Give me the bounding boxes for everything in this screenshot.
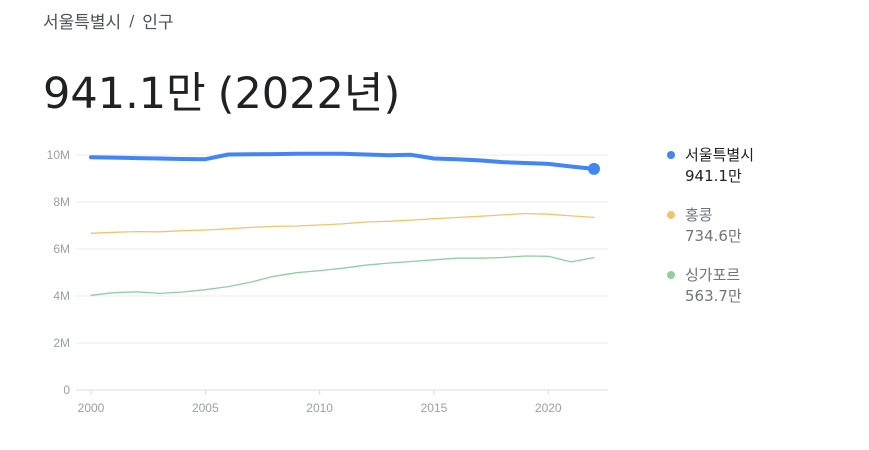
legend-item-hongkong[interactable]: 홍콩 734.6만 [667,205,857,247]
x-axis-ticks: 2000 2005 2010 2015 2020 [78,390,562,415]
x-tick-label: 2020 [535,401,562,415]
x-tick-label: 2000 [78,401,105,415]
x-tick-label: 2010 [306,401,333,415]
chart-series[interactable] [89,151,600,296]
breadcrumb-region-link[interactable]: 서울특별시 [43,13,122,33]
series-endpoint-seoul[interactable] [588,162,600,175]
headline-year: (2022년) [217,69,401,119]
chart-legend: 서울특별시 941.1만 홍콩 734.6만 싱가포르 563.7만 [667,145,857,325]
breadcrumb-topic-link[interactable]: 인구 [142,13,174,33]
legend-value-hongkong: 734.6만 [685,227,742,245]
legend-name-seoul: 서울특별시 [685,146,755,164]
x-tick-label: 2015 [421,401,448,415]
legend-value-singapore: 563.7만 [685,287,742,305]
series-line-hongkong[interactable] [90,212,595,234]
chart-grid [76,154,608,391]
breadcrumb: 서울특별시 / 인구 [43,8,174,34]
y-tick-label: 4M [53,289,70,303]
legend-dot-hongkong [667,211,675,219]
y-tick-label: 6M [53,242,70,256]
y-tick-label: 10M [47,148,70,162]
headline-value: 941.1만 [43,69,206,119]
legend-value-seoul: 941.1만 [685,167,742,185]
series-line-singapore[interactable] [90,255,595,296]
legend-dot-seoul [667,151,675,159]
x-tick-label: 2005 [192,401,219,415]
y-tick-label: 2M [53,336,70,350]
y-tick-label: 8M [53,195,70,209]
y-tick-label: 0 [63,383,70,397]
legend-name-singapore: 싱가포르 [685,266,741,284]
headline: 941.1만 (2022년) [43,66,400,122]
y-axis-ticks: 0 2M 4M 6M 8M 10M [47,148,71,397]
series-line-seoul[interactable] [89,151,596,171]
legend-item-singapore[interactable]: 싱가포르 563.7만 [667,265,857,307]
legend-name-hongkong: 홍콩 [685,206,713,224]
legend-item-seoul[interactable]: 서울특별시 941.1만 [667,145,857,187]
breadcrumb-separator: / [129,11,135,30]
legend-dot-singapore [667,271,675,279]
population-line-chart[interactable]: 0 2M 4M 6M 8M 10M 2000 2005 2010 2015 2020 [0,130,640,420]
